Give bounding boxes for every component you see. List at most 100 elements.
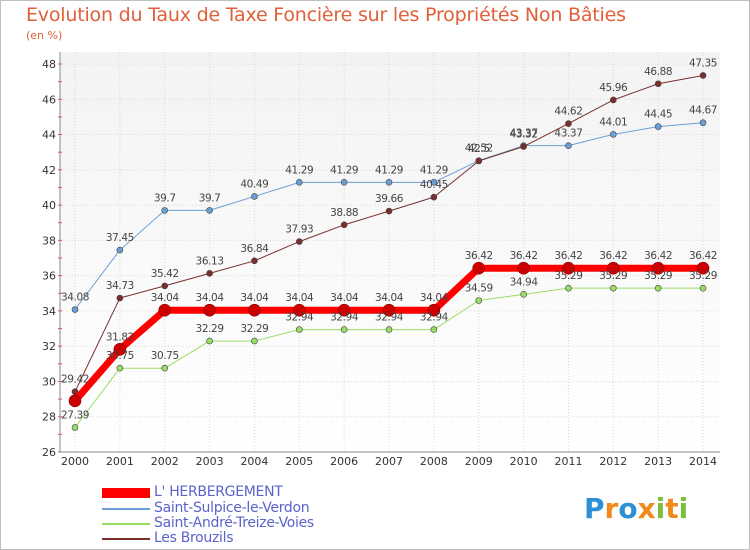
series-point (562, 261, 575, 275)
data-label: 30.75 (106, 350, 134, 362)
data-label: 38.88 (330, 207, 358, 219)
x-tick-label: 2001 (106, 455, 134, 468)
data-label: 32.29 (240, 323, 268, 335)
series-point (654, 80, 662, 88)
x-tick-label: 2002 (151, 455, 179, 468)
data-label: 41.29 (285, 164, 313, 176)
series-point (430, 193, 438, 201)
series-point (565, 284, 572, 292)
data-label: 36.13 (196, 255, 224, 267)
data-label: 34.04 (151, 292, 180, 304)
data-label: 34.04 (285, 292, 314, 304)
data-label: 44.45 (644, 109, 672, 121)
data-label: 32.94 (285, 312, 314, 324)
data-label: 39.7 (199, 192, 221, 204)
y-tick-label: 48 (42, 58, 56, 71)
data-label: 36.84 (240, 243, 269, 255)
data-label: 35.29 (644, 270, 672, 282)
data-label: 36.42 (644, 250, 672, 262)
y-tick-label: 34 (42, 305, 56, 318)
series-point (161, 282, 169, 290)
series-point (385, 179, 393, 186)
proxiti-logo: Proxiti (584, 492, 688, 525)
series-point (699, 284, 707, 292)
series-point (382, 303, 396, 317)
legend-swatch (102, 538, 150, 540)
series-point (340, 326, 348, 333)
series-point (610, 131, 617, 138)
data-label: 32.29 (196, 323, 224, 335)
data-label: 45.96 (599, 82, 628, 94)
series-point (68, 394, 82, 408)
data-label: 34.04 (330, 292, 359, 304)
series-point (113, 343, 127, 356)
x-tick-label: 2009 (465, 455, 493, 468)
series-point (475, 157, 483, 165)
plot-background (60, 52, 720, 452)
data-label: 43.32 (510, 129, 538, 141)
legend-swatch (102, 488, 150, 498)
series-point (295, 238, 303, 245)
y-tick-label: 28 (42, 411, 56, 424)
series-point (430, 179, 438, 186)
series-point (520, 143, 527, 150)
y-axis-unit-label: (en %) (26, 29, 63, 42)
series-point (206, 270, 213, 277)
x-tick-label: 2013 (644, 455, 672, 468)
series-point (340, 221, 348, 229)
data-label: 42.5 (468, 143, 490, 155)
data-label: 40.45 (420, 179, 448, 191)
series-point (71, 424, 79, 431)
logo-letter: r (604, 492, 619, 525)
legend-label: Saint-André-Treize-Voies (154, 515, 314, 531)
x-tick-label: 2014 (689, 455, 717, 468)
series-point (651, 261, 665, 275)
series-point (337, 303, 351, 317)
data-label: 27.39 (61, 409, 89, 421)
chart-title: Evolution du Taux de Taxe Foncière sur l… (26, 4, 626, 26)
logo-letter: o (618, 492, 638, 525)
legend-label: Les Brouzils (154, 530, 234, 546)
series-point (116, 294, 124, 302)
data-label: 34.94 (510, 276, 539, 288)
data-label: 34.59 (465, 283, 493, 295)
x-tick-label: 2004 (240, 455, 268, 468)
x-tick-label: 2000 (61, 455, 89, 468)
y-tick-label: 42 (42, 164, 56, 177)
data-label: 32.94 (330, 312, 359, 324)
data-label: 32.94 (375, 312, 404, 324)
data-label: 39.66 (375, 193, 404, 205)
data-label: 32.94 (420, 312, 449, 324)
data-label: 36.42 (465, 250, 493, 262)
data-label: 36.42 (510, 250, 538, 262)
series-point (295, 179, 303, 186)
data-label: 41.29 (375, 164, 403, 176)
data-label: 41.29 (330, 164, 358, 176)
x-tick-label: 2006 (330, 455, 358, 468)
y-tick-label: 30 (42, 375, 56, 388)
series-point (248, 303, 261, 317)
data-label: 31.82 (106, 331, 134, 343)
data-label: 40.49 (240, 178, 268, 190)
y-tick-label: 38 (42, 234, 56, 247)
data-label: 34.04 (420, 292, 449, 304)
series-point (517, 261, 530, 275)
x-tick-label: 2003 (196, 455, 224, 468)
series-point (610, 96, 617, 104)
series-point (71, 306, 79, 313)
data-label: 47.35 (689, 57, 717, 69)
series-point (610, 284, 617, 292)
series-point (206, 207, 213, 214)
series-point (292, 303, 306, 317)
data-label: 43.37 (510, 128, 538, 140)
data-label: 34.08 (61, 291, 89, 303)
data-label: 34.73 (106, 280, 134, 292)
data-label: 42.52 (465, 143, 493, 155)
series-point (116, 364, 124, 372)
y-tick-label: 40 (42, 199, 56, 212)
series-point (385, 326, 393, 333)
series-point (607, 261, 620, 275)
data-label: 44.62 (554, 106, 582, 118)
data-label: 43.37 (554, 128, 582, 140)
